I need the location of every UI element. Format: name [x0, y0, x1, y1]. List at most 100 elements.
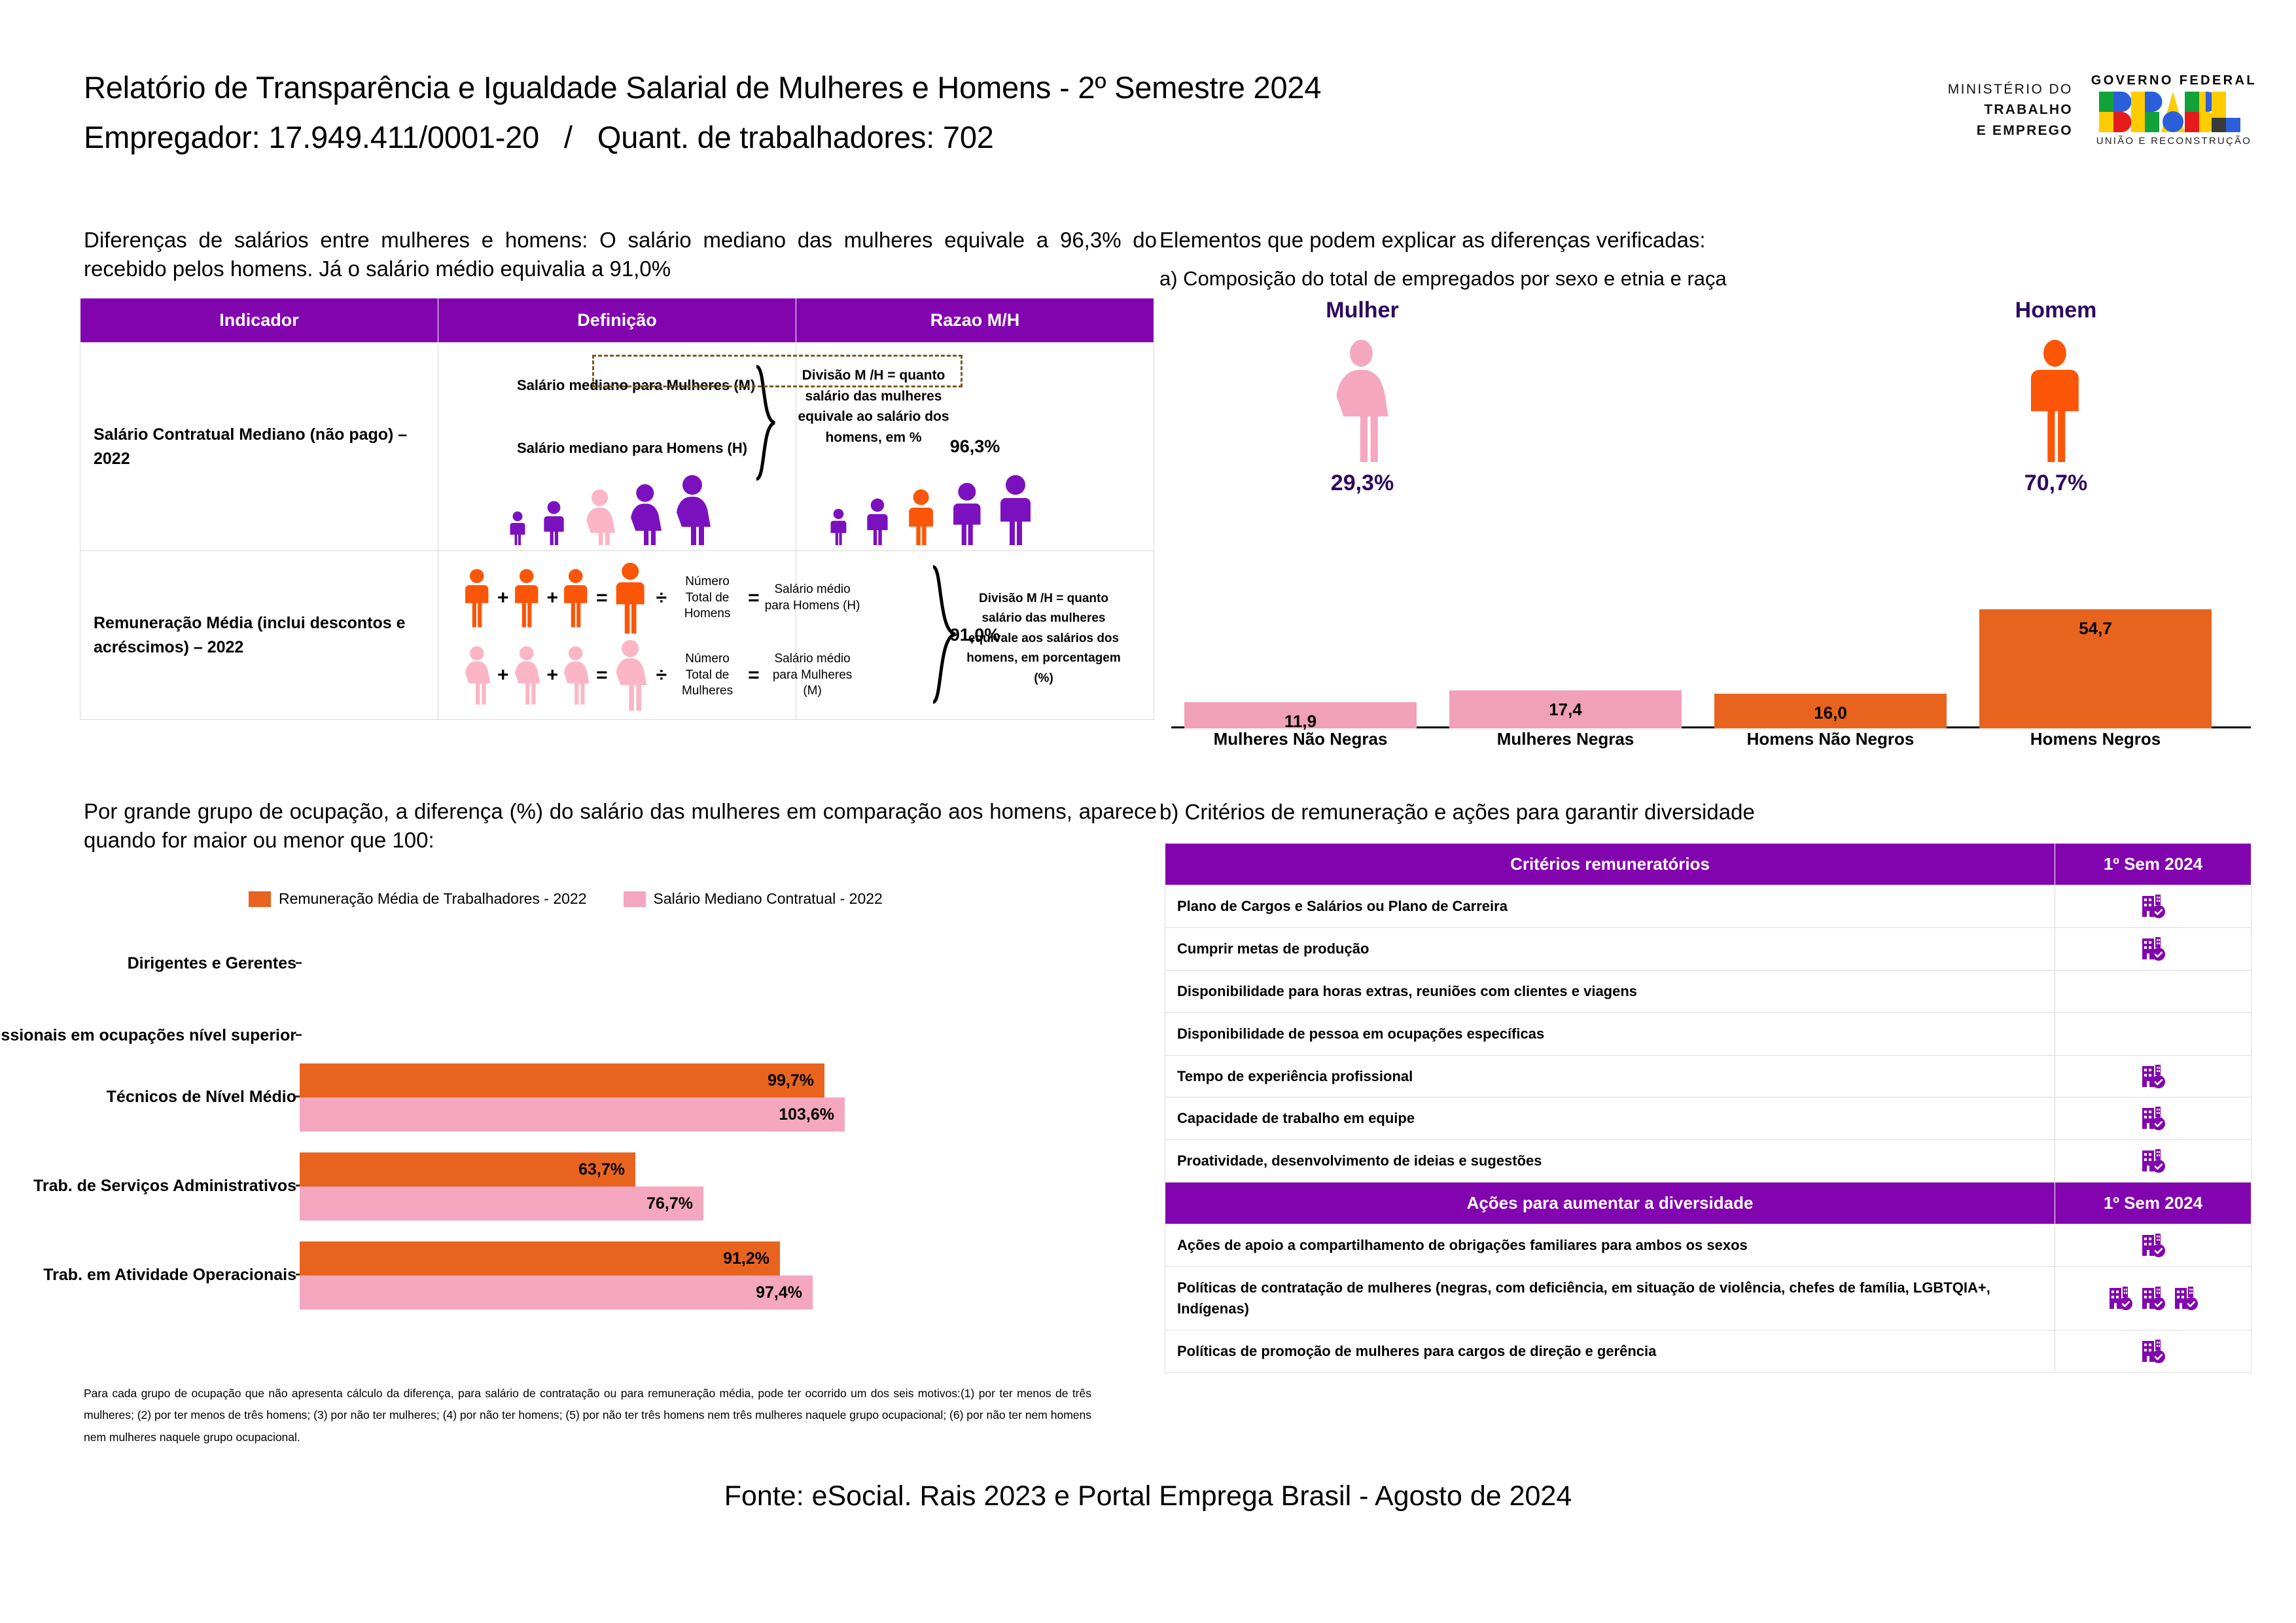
building-check-icon: [2142, 1287, 2165, 1311]
bar-operacionais-salario: 97,4%: [300, 1275, 813, 1310]
bar-group: 11,9: [1184, 702, 1417, 731]
diversity-label: Ações de apoio a compartilhamento de obr…: [1165, 1224, 2055, 1268]
plus-sign: +: [497, 664, 509, 686]
woman-figure-icon: [564, 646, 590, 705]
criteria-status: [2055, 1012, 2252, 1056]
ministry-line-1: MINISTÉRIO DO: [1947, 81, 2073, 97]
icon-group: [2060, 1285, 2246, 1311]
composition-women: Mulher 29,3%: [1238, 298, 1487, 496]
chart-legend: Remuneração Média de Trabalhadores - 202…: [249, 890, 883, 908]
bar-value: 63,7%: [578, 1160, 625, 1179]
category-label: Mulheres Não Negras: [1213, 729, 1388, 749]
icon-group: [2060, 1105, 2246, 1132]
section-b-title: b) Critérios de remuneração e ações para…: [1159, 800, 1755, 824]
criteria-label: Cumprir metas de produção: [1165, 927, 2055, 971]
composition-chart: Mulher 29,3% Homem 70,7%: [1159, 298, 2259, 520]
division-explanation-1: Divisão M /H = quanto salário das mulher…: [798, 368, 949, 445]
workers-count-label: Quant. de trabalhadores: 702: [597, 119, 994, 154]
bar-mulheres-nao-negras: 11,9: [1184, 702, 1417, 731]
employer-label: Empregador: 17.949.411/0001-20: [84, 119, 540, 154]
building-check-icon: [2142, 936, 2165, 961]
man-title: Homem: [2015, 298, 2097, 323]
bar-value: 97,4%: [756, 1283, 802, 1302]
man-figure-icon: [465, 569, 489, 628]
diversity-label: Políticas de promoção de mulheres para c…: [1165, 1329, 2055, 1373]
curly-brace-icon: [755, 365, 776, 481]
logo-group: MINISTÉRIO DO TRABALHO E EMPREGO GOVERNO…: [1948, 73, 2257, 147]
gov-federal-label: GOVERNO FEDERAL: [2091, 73, 2257, 88]
icon-group: [2060, 1063, 2246, 1090]
table-row: Remuneração Média (inclui descontos e ac…: [80, 550, 1154, 720]
source-note: Fonte: eSocial. Rais 2023 e Portal Empre…: [724, 1480, 1572, 1512]
criteria-col-period: 1º Sem 2024: [2055, 843, 2252, 885]
axis-tick: [296, 1185, 302, 1186]
bar-group: 17,4: [1449, 690, 1682, 728]
building-check-icon: [2142, 1234, 2165, 1258]
diversity-col-period: 1º Sem 2024: [2055, 1182, 2252, 1225]
table-row: Salário Contratual Mediano (não pago) – …: [80, 342, 1154, 551]
legend-label: Remuneração Média de Trabalhadores - 202…: [279, 890, 587, 907]
bar-value: 11,9: [1284, 711, 1317, 731]
plus-sign: +: [546, 664, 559, 686]
criteria-status: [2055, 1054, 2252, 1098]
section-a-title: a) Composição do total de empregados por…: [1159, 267, 1727, 290]
table-row: Disponibilidade de pessoa em ocupações e…: [1165, 1012, 2252, 1056]
bar-tecnicos-remuneracao: 99,7%: [300, 1063, 824, 1097]
indicator-table: Indicador Definição Razao M/H Salário Co…: [80, 298, 1154, 720]
legend-item-salario: Salário Mediano Contratual - 2022: [623, 890, 883, 908]
man-percent: 70,7%: [2024, 471, 2088, 495]
diversity-status: [2055, 1224, 2252, 1268]
col-definicao: Definição: [438, 298, 796, 343]
criteria-status: [2055, 1097, 2252, 1141]
bar-value: 76,7%: [646, 1194, 693, 1213]
man-figure-large-icon: [616, 562, 645, 634]
axis-tick: [296, 962, 302, 964]
legend-item-remuneracao: Remuneração Média de Trabalhadores - 202…: [249, 890, 587, 908]
building-check-icon: [2174, 1287, 2198, 1311]
axis-tick: [296, 1034, 302, 1036]
median-highlight-box: [592, 355, 963, 387]
table-row: Plano de Cargos e Salários ou Plano de C…: [1165, 885, 2252, 928]
diversity-col-label: Ações para aumentar a diversidade: [1165, 1182, 2055, 1225]
bar-value: 103,6%: [779, 1105, 834, 1124]
criteria-status: [2055, 1139, 2252, 1183]
equals-sign: =: [596, 587, 608, 609]
criteria-status: [2055, 969, 2252, 1013]
bar-value: 54,7: [2079, 618, 2112, 638]
man-figure-icon: [2031, 340, 2079, 462]
criteria-col-label: Critérios remuneratórios: [1165, 843, 2055, 885]
axis-tick: [296, 1096, 302, 1097]
women-average-formula: + + = ÷ Número Total de Mulheres = Salár…: [463, 639, 862, 712]
woman-percent: 29,3%: [1330, 471, 1394, 495]
ratio-value-2: 91,0%: [796, 550, 1154, 720]
criteria-status: [2055, 927, 2252, 971]
criteria-table: Critérios remuneratórios 1º Sem 2024 Pla…: [1165, 843, 2252, 1373]
division-explanation-2: Divisão M /H = quanto salário das mulher…: [966, 592, 1121, 685]
criteria-label: Proatividade, desenvolvimento de ideias …: [1165, 1139, 2055, 1183]
bar-value: 99,7%: [768, 1071, 814, 1090]
building-check-icon: [2142, 1149, 2165, 1173]
diversity-status: [2055, 1266, 2252, 1330]
bar-administrativos-salario: 76,7%: [300, 1186, 703, 1221]
bar-group: 54,7: [1979, 609, 2212, 728]
category-label: Mulheres Negras: [1496, 729, 1634, 749]
median-men-label: Salário mediano para Homens (H): [517, 440, 748, 456]
legend-label: Salário Mediano Contratual - 2022: [653, 890, 883, 907]
category-label: Homens Negros: [2030, 729, 2161, 749]
intro-left-text: Diferenças de salários entre mulheres e …: [84, 228, 1157, 281]
category-label: Dirigentes e Gerentes: [127, 954, 296, 972]
equals-sign: =: [596, 664, 608, 686]
bar-homens-negros: 54,7: [1979, 609, 2212, 728]
women-average-label: Salário médio para Mulheres (M): [772, 651, 853, 698]
col-razao: Razao M/H: [796, 298, 1154, 343]
bar-group: 16,0: [1714, 694, 1947, 728]
occupation-chart-title: Por grande grupo de ocupação, a diferenç…: [84, 799, 1157, 853]
gov-federal-logo: GOVERNO FEDERAL UN: [2091, 73, 2257, 147]
equals-sign: =: [748, 664, 760, 686]
chart-footnote: Para cada grupo de ocupação que não apre…: [84, 1387, 1091, 1444]
bar-tecnicos-salario: 103,6%: [300, 1097, 845, 1132]
man-figure-icon: [564, 569, 588, 628]
bar-mulheres-negras: 17,4: [1449, 690, 1682, 728]
page-header: Relatório de Transparência e Igualdade S…: [84, 71, 1759, 154]
